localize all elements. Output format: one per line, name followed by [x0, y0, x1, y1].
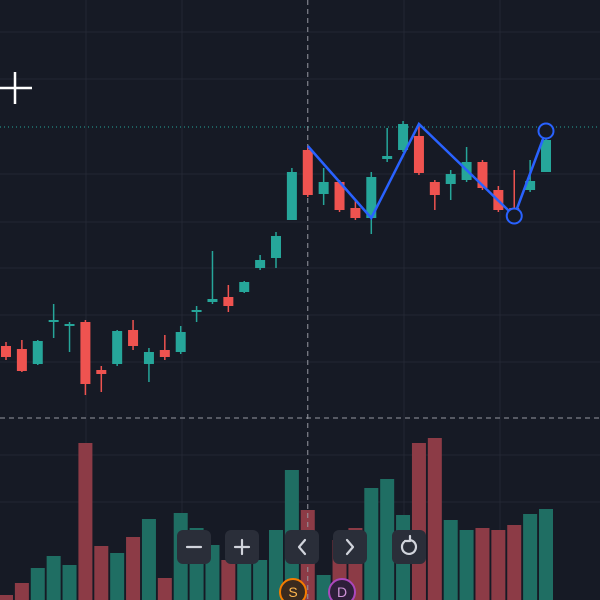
volume-bar	[30, 568, 45, 600]
volume-bar	[141, 519, 156, 600]
badge-label: D	[337, 584, 347, 600]
volume-bar	[157, 578, 172, 600]
candle-body	[541, 140, 551, 172]
volume-bar	[78, 443, 93, 600]
badge-label: S	[288, 584, 297, 600]
candle-body	[128, 330, 139, 346]
candle-body	[239, 282, 250, 292]
candle-body	[64, 324, 75, 326]
badges: S D	[279, 578, 356, 600]
crosshair-cursor	[0, 72, 32, 104]
volume-bar	[364, 488, 379, 600]
zigzag-line	[306, 121, 548, 221]
volume-bar	[459, 530, 474, 600]
volume-bar	[0, 595, 13, 600]
candle-body	[382, 156, 393, 159]
volume-bar	[427, 438, 442, 600]
volume-bar	[221, 560, 236, 600]
candle-body	[271, 236, 281, 258]
candle-body	[286, 172, 297, 220]
volume-bar	[269, 530, 283, 600]
candle-body	[143, 352, 154, 364]
volume-bar	[110, 553, 125, 600]
zoom-out-button[interactable]	[177, 530, 211, 564]
volume-bar	[380, 479, 395, 600]
candle-body	[302, 150, 313, 195]
candle-body	[112, 331, 123, 364]
candle-body	[350, 208, 361, 218]
volume-bar	[507, 525, 522, 600]
candle-body	[223, 297, 234, 306]
volume-bar	[126, 537, 141, 600]
volume-bar	[475, 528, 490, 600]
reset-button[interactable]	[392, 530, 426, 564]
zoom-in-button[interactable]	[225, 530, 259, 564]
candle-body	[445, 174, 456, 184]
zigzag-handle	[537, 122, 555, 140]
volume-bar	[46, 556, 61, 600]
overlay-layer	[306, 121, 555, 225]
volume-bar	[411, 443, 426, 600]
candle-body	[318, 182, 329, 194]
candle-body	[525, 181, 536, 190]
candle-body	[429, 182, 440, 195]
zigzag-handle	[505, 207, 523, 225]
volume-bar	[62, 565, 77, 600]
badge[interactable]	[279, 578, 307, 600]
candle-body	[255, 260, 266, 268]
candle-body	[191, 310, 202, 312]
volume-bar	[94, 546, 109, 600]
candle-body	[159, 350, 170, 357]
candle-body	[96, 370, 107, 374]
volume-bar	[491, 530, 506, 600]
candle-body	[413, 136, 424, 173]
volume-bar	[253, 560, 268, 600]
volume-bar	[523, 514, 538, 600]
candle-body	[477, 162, 488, 188]
candle-body	[80, 322, 91, 384]
candle-body	[334, 182, 345, 210]
candle-body	[207, 299, 218, 302]
candle-body	[16, 349, 27, 371]
scroll-right-button[interactable]	[333, 530, 367, 564]
badge[interactable]	[328, 578, 356, 600]
volume-bar	[316, 575, 331, 600]
candle-body	[1, 346, 11, 357]
candle-body	[175, 332, 186, 352]
candle-body	[398, 124, 409, 150]
candle-body	[366, 177, 377, 218]
volume-bar	[14, 583, 29, 600]
candle-body	[32, 341, 43, 364]
volume-bar	[443, 520, 458, 600]
candle-body	[48, 320, 59, 322]
volume-bar	[539, 509, 553, 600]
toolbar	[177, 530, 426, 564]
scroll-left-button[interactable]	[285, 530, 319, 564]
